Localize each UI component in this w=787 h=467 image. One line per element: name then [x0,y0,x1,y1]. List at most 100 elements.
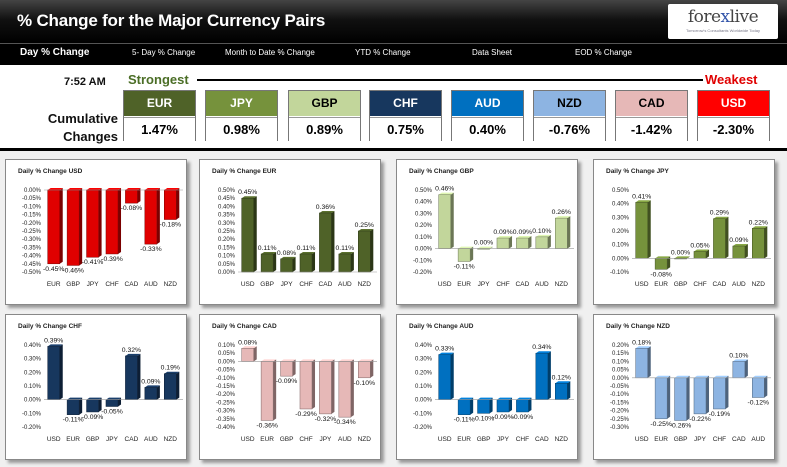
bar-side [647,346,651,378]
x-tick-label: GBP [280,436,294,443]
bar-nzd [164,373,177,400]
bar-chf [299,253,313,273]
y-tick-label: 0.40% [24,343,42,349]
y-tick-label: -0.45% [22,262,42,268]
currency-cumulative-value: 0.40% [452,117,523,141]
tab-ytd-change[interactable]: YTD % Change [355,48,411,57]
bar-cad [125,189,138,204]
bar-top [319,359,335,362]
y-tick-label: 0.00% [24,398,42,404]
bar-top [299,251,316,254]
tab-eod-change[interactable]: EOD % Change [575,48,632,57]
bar-side [725,375,729,409]
y-tick-label: 0.00% [24,188,42,194]
y-tick-label: 0.45% [218,196,236,202]
bar-top [438,192,454,195]
y-tick-label: -0.10% [413,258,433,264]
tab-data-sheet[interactable]: Data Sheet [472,48,513,57]
bar-side [350,359,354,418]
bar-side [273,251,277,272]
x-tick-label: EUR [47,281,61,288]
x-tick-label: USD [47,436,61,443]
data-label: 0.26% [552,209,571,216]
tab-month-to-date-change[interactable]: Month to Date % Change [225,48,315,57]
x-tick-label: NZD [358,436,372,443]
bar-nzd [752,228,765,259]
bar-side [547,234,551,249]
bar-side [509,397,513,412]
x-tick-label: CAD [713,281,727,288]
x-tick-label: AUD [732,281,746,288]
currency-name: GBP [289,91,360,116]
bar-chf [713,377,726,410]
bar-top [47,188,63,190]
bar-gbp [477,399,490,414]
chart-panel-nzd: Daily % Change NZD 0.20% 0.15% 0.10% 0.05% 0.… [593,314,775,460]
data-label: 0.25% [355,222,374,229]
y-tick-label: 0.50% [612,188,630,194]
data-label: -0.25% [650,421,672,428]
y-tick-label: -0.30% [22,237,42,243]
bar-top [693,249,710,252]
bar-side [253,196,257,272]
data-label: -0.41% [82,259,104,266]
bar-side [744,359,748,378]
data-label: 0.05% [690,243,709,250]
strength-scale-line [197,79,703,81]
bar-top [535,351,551,354]
bar-gbp [86,399,99,413]
bar-top [338,251,354,254]
data-label: -0.39% [101,256,123,263]
x-tick-label: EUR [457,281,471,288]
bar-side [450,192,454,249]
x-tick-label: NZD [164,281,178,288]
bar-aud [144,387,158,400]
y-tick-label: -0.25% [216,400,236,406]
currency-name: USD [698,91,769,116]
data-label: -0.33% [140,246,162,253]
y-tick-label: -0.15% [610,400,630,406]
bar-top [358,359,374,362]
bar-side [79,397,83,415]
bar-side [547,351,551,400]
data-label: -0.08% [650,271,672,278]
tab-day-change[interactable]: Day % Change [20,47,90,58]
y-tick-label: -0.10% [22,204,42,210]
y-tick-label: -0.10% [610,392,630,398]
forexlive-logo[interactable]: forexlive Tomorrow's Consultants Worldwi… [668,4,778,39]
currency-cumulative-value: 0.89% [289,117,360,141]
data-label: 0.09% [729,237,748,244]
chart-panel-chf: Daily % Change CHF 0.40% 0.30% 0.20% 0.10% 0.… [5,314,187,460]
bar-side [686,375,690,421]
data-label: -0.09% [276,378,298,385]
bar-aud [338,253,352,273]
y-tick-label: 0.10% [415,384,433,390]
data-label: 0.12% [552,374,571,381]
bar-usd [438,354,451,400]
x-tick-label: AUD [144,436,158,443]
bar-top [496,397,513,400]
bar-nzd [555,383,568,400]
bar-eur [457,248,471,262]
y-tick-label: 0.30% [415,357,433,363]
bar-cad [516,237,529,249]
bar-side [331,359,335,414]
y-tick-label: 0.00% [415,247,433,253]
bar-jpy [496,399,510,413]
x-tick-label: USD [241,281,255,288]
bar-top [535,234,551,237]
chart-panel-eur: Daily % Change EUR 0.50% 0.45% 0.40% 0.35% 0.… [199,159,381,305]
header-bar: % Change for the Major Currency Pairs fo… [0,0,787,43]
y-tick-label: -0.20% [216,392,236,398]
x-tick-label: GBP [674,281,688,288]
chart-title: Daily % Change GBP [409,168,474,175]
tab-5-day-change[interactable]: 5- Day % Change [132,48,196,57]
x-tick-label: USD [438,281,452,288]
data-label: -0.36% [256,422,278,429]
x-tick-label: CAD [535,436,549,443]
weakest-label: Weakest [705,72,758,87]
y-tick-label: 0.20% [218,237,236,243]
y-tick-label: -0.10% [22,411,42,417]
data-label: 0.36% [316,204,335,211]
bar-chart: Daily % Change AUD 0.40% 0.30% 0.20% 0.10% 0.… [409,323,574,443]
